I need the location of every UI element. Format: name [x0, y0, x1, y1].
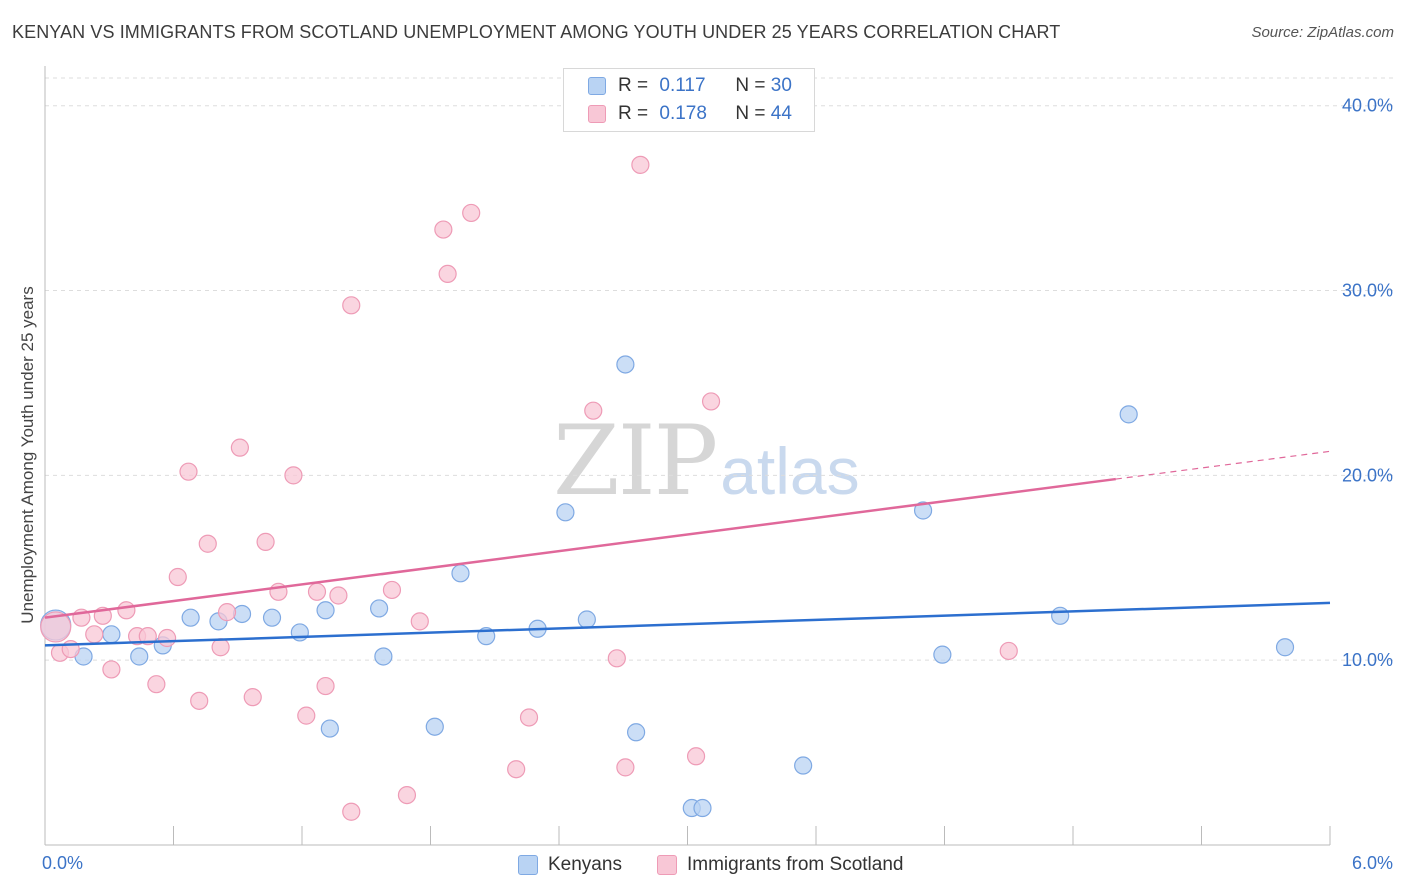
scotland-point: [117, 601, 136, 620]
kenyans-point: [130, 647, 149, 666]
scotland-point: [329, 586, 348, 605]
kenyans-point: [181, 608, 200, 627]
legend-item-scotland: Immigrants from Scotland: [657, 852, 903, 878]
scotland-point: [190, 691, 209, 710]
watermark-zip: ZIP: [553, 405, 718, 517]
n-label: N =: [735, 103, 766, 124]
scotland-point: [138, 627, 157, 646]
scotland-point: [147, 675, 166, 694]
scotland-point: [85, 625, 104, 644]
scotland-point: [284, 466, 303, 485]
scotland-point: [584, 401, 603, 420]
scotland-point: [438, 264, 457, 284]
kenyans-point: [1119, 405, 1138, 424]
kenyans-legend-label: Kenyans: [548, 854, 622, 875]
scotland-point: [198, 534, 217, 553]
legend-item-kenyans: Kenyans: [518, 852, 622, 878]
kenyans-swatch: [588, 77, 606, 95]
scotland-point: [686, 747, 706, 766]
scotland-point: [607, 649, 626, 668]
scotland-point: [102, 660, 121, 679]
scotland-point: [168, 567, 187, 587]
kenyans-point: [374, 647, 393, 666]
scotland-point: [211, 638, 230, 657]
kenyans-point: [316, 601, 335, 620]
kenyans-legend-swatch: [518, 855, 538, 875]
kenyans-point: [616, 355, 635, 374]
y-tick-label: 20.0%: [1342, 465, 1393, 485]
r-label: R =: [618, 103, 649, 124]
scotland-point: [999, 641, 1018, 661]
kenyans-point: [626, 723, 646, 742]
kenyans-point: [451, 564, 470, 583]
scotland-point: [40, 611, 72, 643]
scotland-legend-swatch: [657, 855, 677, 875]
scotland-point: [397, 785, 417, 805]
scotland-point: [410, 612, 429, 631]
n-label: N =: [735, 75, 766, 96]
source-label: Source: ZipAtlas.com: [1251, 24, 1394, 41]
scotland-point: [316, 676, 335, 696]
kenyans-point: [693, 798, 712, 818]
kenyans-point: [320, 719, 339, 738]
kenyans-point: [370, 599, 389, 618]
kenyans-point: [262, 608, 282, 627]
legend-row-scotland: R = 0.178 N = 44: [588, 102, 792, 126]
kenyans-point: [1275, 638, 1295, 657]
watermark-atlas: atlas: [720, 434, 860, 508]
scotland-point: [243, 688, 262, 707]
scotland-point: [434, 220, 453, 239]
scotland-swatch: [588, 105, 606, 123]
scotland-point: [382, 580, 402, 600]
kenyans-point: [102, 625, 121, 644]
kenyans-point: [913, 501, 933, 520]
scotland-point: [230, 438, 249, 457]
scotland-point: [256, 532, 275, 551]
scotland-point: [217, 603, 237, 622]
x-tick-label: 6.0%: [1352, 853, 1393, 873]
scotland-point: [157, 628, 177, 648]
legend-row-kenyans: R = 0.117 N = 30: [588, 74, 792, 98]
scotland-point: [507, 760, 526, 779]
kenyans-point: [794, 756, 813, 775]
scotland-point: [297, 706, 316, 725]
scotland-point: [179, 462, 198, 481]
stats-legend: R = 0.117 N = 30 R = 0.178 N = 44: [563, 68, 815, 132]
y-axis-label: Unemployment Among Youth under 25 years: [18, 286, 37, 624]
scotland-trend-line: [44, 477, 1116, 619]
kenyans-point: [425, 717, 444, 736]
chart-title: KENYAN VS IMMIGRANTS FROM SCOTLAND UNEMP…: [12, 22, 1061, 42]
scotland-point: [342, 802, 361, 821]
scotland-point: [701, 392, 721, 411]
n-value: 30: [770, 75, 792, 96]
r-value: 0.178: [659, 103, 707, 124]
scotland-point: [342, 296, 361, 315]
scotland-point: [631, 155, 650, 174]
kenyans-trend-line: [44, 601, 1331, 647]
scotland-point: [519, 708, 539, 727]
scotland-point: [616, 758, 635, 777]
r-label: R =: [618, 75, 649, 96]
watermark: ZIPatlas: [553, 405, 860, 517]
x-tick-label: 0.0%: [42, 853, 83, 873]
kenyans-point: [933, 645, 952, 664]
kenyans-point: [577, 610, 596, 629]
kenyans-point: [232, 604, 252, 624]
y-tick-label: 40.0%: [1342, 96, 1393, 116]
scotland-trend-line-extension: [1115, 450, 1331, 480]
scotland-point: [462, 203, 481, 223]
y-tick-label: 30.0%: [1342, 281, 1393, 301]
r-value: 0.117: [659, 75, 706, 96]
y-tick-label: 10.0%: [1342, 650, 1393, 670]
n-value: 44: [770, 103, 792, 124]
kenyans-point: [556, 503, 575, 522]
scotland-point: [307, 582, 327, 601]
scotland-legend-label: Immigrants from Scotland: [687, 854, 904, 875]
kenyans-point: [1051, 606, 1070, 625]
